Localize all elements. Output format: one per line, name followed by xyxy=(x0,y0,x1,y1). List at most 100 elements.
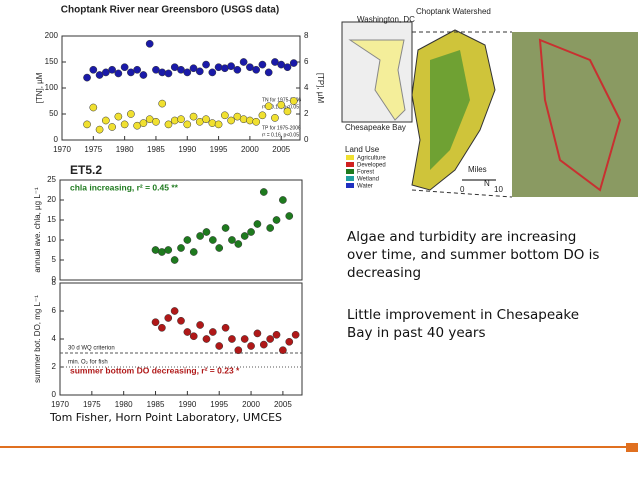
map: Washington, DC Choptank Watershed Chesap… xyxy=(341,7,638,198)
data-point xyxy=(202,60,210,69)
y-axis-label: [TN], µM xyxy=(35,72,44,103)
x-tick-label: 1995 xyxy=(210,145,228,154)
watershed-boundary xyxy=(538,38,622,192)
legend-label: Agriculture xyxy=(357,156,386,162)
chart-title: ET5.2 xyxy=(70,163,102,177)
data-point xyxy=(253,220,262,228)
data-point xyxy=(196,232,204,240)
data-point xyxy=(145,39,154,48)
y2-tick-label: 8 xyxy=(304,31,309,40)
data-point xyxy=(158,248,166,256)
data-point xyxy=(253,329,262,338)
data-point xyxy=(164,120,173,129)
data-point xyxy=(234,346,243,355)
legend-title: Land Use xyxy=(345,145,380,154)
data-point xyxy=(139,71,148,79)
data-point xyxy=(220,111,229,120)
credit: Tom Fisher, Horn Point Laboratory, UMCES xyxy=(50,411,283,424)
y-tick-label: 0 xyxy=(52,390,57,399)
data-point xyxy=(158,68,167,77)
watershed-outline xyxy=(348,39,406,121)
data-point xyxy=(127,110,135,118)
data-point xyxy=(183,68,192,77)
legend-label: Wetland xyxy=(357,177,379,183)
legend-swatch xyxy=(346,176,354,181)
y-axis-label: annual ave. chla, µg L⁻¹ xyxy=(33,187,42,273)
legend-swatch xyxy=(346,162,354,167)
data-point xyxy=(189,64,198,73)
annotation: min. O₂ for fish xyxy=(68,360,108,366)
data-point xyxy=(208,328,217,336)
data-point xyxy=(227,62,235,71)
x-tick-label: 1970 xyxy=(53,145,71,154)
data-point xyxy=(151,246,160,254)
data-point xyxy=(233,65,242,74)
data-point xyxy=(152,117,160,126)
legend-label: Water xyxy=(357,184,373,190)
annotation: TP for 1975-2006 xyxy=(262,125,301,131)
data-point xyxy=(266,335,275,343)
y-tick-label: 10 xyxy=(47,235,56,244)
data-point xyxy=(208,236,217,244)
scale-label: 10 xyxy=(494,185,503,194)
y-tick-label: 5 xyxy=(52,255,57,264)
footer-block xyxy=(626,443,638,452)
data-point xyxy=(240,335,249,343)
data-point xyxy=(170,116,179,125)
data-point xyxy=(283,107,292,116)
data-point xyxy=(240,232,249,240)
data-point xyxy=(221,323,230,332)
data-point xyxy=(89,65,98,74)
data-point xyxy=(289,59,298,67)
y-tick-label: 2 xyxy=(52,362,57,371)
x-tick-label: 1975 xyxy=(83,400,101,409)
data-point xyxy=(114,69,123,78)
data-point xyxy=(258,111,267,120)
data-point xyxy=(202,335,211,343)
annotation: 30 d WQ criterion xyxy=(68,346,115,352)
data-point xyxy=(170,256,179,264)
data-point xyxy=(277,101,286,109)
data-point xyxy=(151,318,160,327)
data-point xyxy=(164,69,173,78)
map-label: Chesapeake Bay xyxy=(345,123,406,132)
data-point xyxy=(133,65,142,74)
data-point xyxy=(264,68,273,77)
data-point xyxy=(228,335,236,343)
data-point xyxy=(114,112,123,121)
data-point xyxy=(202,115,210,124)
data-point xyxy=(283,63,292,72)
data-point xyxy=(214,120,223,129)
data-point xyxy=(208,68,217,77)
data-point xyxy=(259,188,268,196)
annotation: summer bottom DO decreasing, r² = 0.23 * xyxy=(70,365,240,375)
data-point xyxy=(228,236,236,244)
data-point xyxy=(247,342,255,350)
data-point xyxy=(83,120,91,129)
y2-tick-label: 6 xyxy=(304,57,309,66)
annotation: chla increasing, r² = 0.45 ** xyxy=(70,182,179,192)
y-tick-label: 150 xyxy=(45,57,59,66)
scale-label: Miles xyxy=(468,165,487,174)
legend-label: Forest xyxy=(357,170,374,176)
data-point xyxy=(177,115,185,124)
data-point xyxy=(279,196,287,204)
data-point xyxy=(246,116,254,125)
data-point xyxy=(221,224,230,232)
x-tick-label: 2000 xyxy=(242,400,260,409)
data-point xyxy=(95,125,104,134)
x-tick-label: 1980 xyxy=(115,400,133,409)
data-point xyxy=(195,67,204,76)
y2-axis-label: [TP], µM xyxy=(316,73,325,104)
data-point xyxy=(120,63,129,72)
data-point xyxy=(215,342,224,350)
y-tick-label: 6 xyxy=(52,306,57,315)
y2-tick-label: 4 xyxy=(304,83,309,92)
data-point xyxy=(101,116,110,125)
zoom-line xyxy=(411,189,513,198)
data-point xyxy=(285,212,294,220)
data-point xyxy=(214,63,223,72)
chart-title: Choptank River near Greensboro (USGS dat… xyxy=(61,5,279,16)
data-point xyxy=(183,328,192,336)
